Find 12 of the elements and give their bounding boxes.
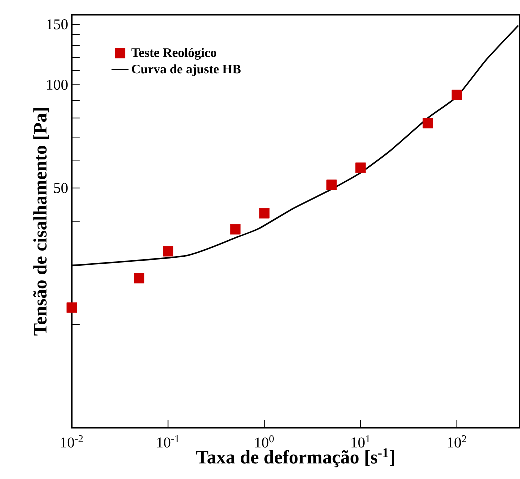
y-axis-title: Tensão de cisalhamento [Pa]: [34, 108, 50, 336]
y-tick-label: 100: [47, 80, 68, 90]
x-tick-label: 10$^{-2}$: [61, 436, 84, 448]
y-tick-label: 50: [54, 183, 68, 194]
x-tick-label: 10$^{0}$: [256, 436, 274, 448]
x-tick-label: 10$^{2}$: [448, 436, 466, 448]
x-tick-label: 10$^{-1}$: [158, 436, 180, 448]
x-axis-title: Taxa de deformação [s$^{-1}$]: [196, 448, 394, 468]
x-tick-label: 10$^{1}$: [352, 436, 370, 448]
y-tick-label: 150: [47, 20, 68, 30]
legend-label: Teste Reológico: [132, 48, 217, 60]
legend-label: Curva de ajuste HB: [132, 64, 241, 76]
